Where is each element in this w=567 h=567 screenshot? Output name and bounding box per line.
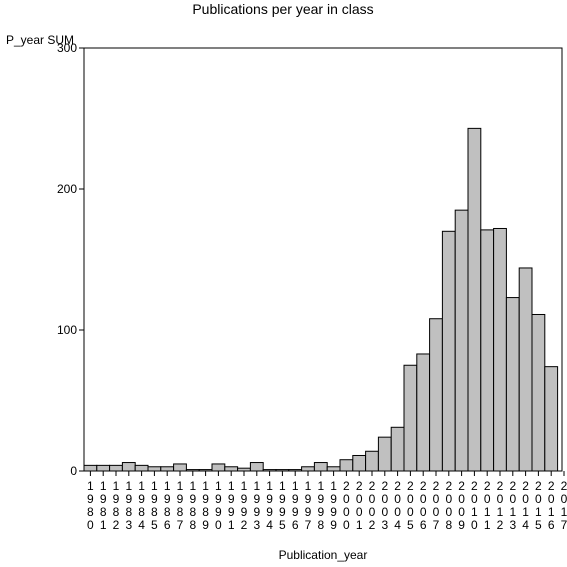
bar-2014 bbox=[518, 267, 533, 472]
bar-1980 bbox=[83, 464, 98, 472]
bar-2009 bbox=[454, 209, 469, 472]
x-axis: 1 9 8 0 1 9 8 1 1 9 8 2 1 9 8 3 1 9 8 4 1 9 8 5 1 9 8 6 1 9 8 7 1 9 8 8 1 9 8 9… bbox=[87, 471, 567, 532]
bar-group bbox=[83, 127, 559, 472]
bar-1985 bbox=[147, 466, 162, 472]
y-tick-label: 200 bbox=[57, 182, 77, 196]
bar-1998 bbox=[313, 462, 328, 472]
bar-1986 bbox=[160, 466, 175, 472]
y-tick-label: 100 bbox=[57, 323, 77, 337]
bar-2003 bbox=[377, 436, 392, 472]
bar-1994 bbox=[262, 469, 277, 472]
y-axis-label: P_year SUM bbox=[6, 33, 74, 47]
bar-1982 bbox=[109, 464, 123, 472]
bar-2004 bbox=[390, 426, 405, 472]
y-tick-label: 0 bbox=[70, 464, 77, 478]
bar-2007 bbox=[429, 318, 443, 472]
bar-2008 bbox=[441, 230, 456, 472]
bar-1981 bbox=[96, 464, 111, 472]
bar-2005 bbox=[403, 364, 418, 472]
bar-2011 bbox=[480, 229, 495, 472]
bar-1991 bbox=[224, 466, 239, 472]
y-tick-label: 300 bbox=[57, 41, 77, 55]
chart-title: Publications per year in class bbox=[192, 1, 373, 17]
bar-2013 bbox=[505, 297, 520, 472]
bar-2010 bbox=[467, 127, 482, 472]
bar-1983 bbox=[121, 462, 136, 472]
bar-1993 bbox=[249, 462, 264, 472]
y-axis: 0 100 200 300 bbox=[57, 41, 84, 478]
bar-1987 bbox=[173, 463, 187, 472]
bar-1989 bbox=[198, 469, 213, 472]
bar-1995 bbox=[275, 469, 290, 472]
bar-1984 bbox=[134, 464, 149, 472]
bar-1997 bbox=[301, 466, 315, 472]
bar-2006 bbox=[416, 353, 431, 472]
bar-2016 bbox=[544, 366, 559, 472]
bar-2015 bbox=[531, 313, 546, 472]
bar-1988 bbox=[185, 469, 200, 472]
bar-1992 bbox=[237, 467, 251, 472]
bar-2002 bbox=[365, 450, 379, 472]
bar-1996 bbox=[288, 469, 303, 472]
bar-2001 bbox=[352, 454, 367, 472]
bar-1999 bbox=[326, 466, 341, 472]
x-axis-label: Publication_year bbox=[279, 548, 368, 562]
bar-2000 bbox=[339, 459, 354, 472]
bar-2012 bbox=[493, 227, 507, 472]
bar-1990 bbox=[211, 463, 226, 472]
